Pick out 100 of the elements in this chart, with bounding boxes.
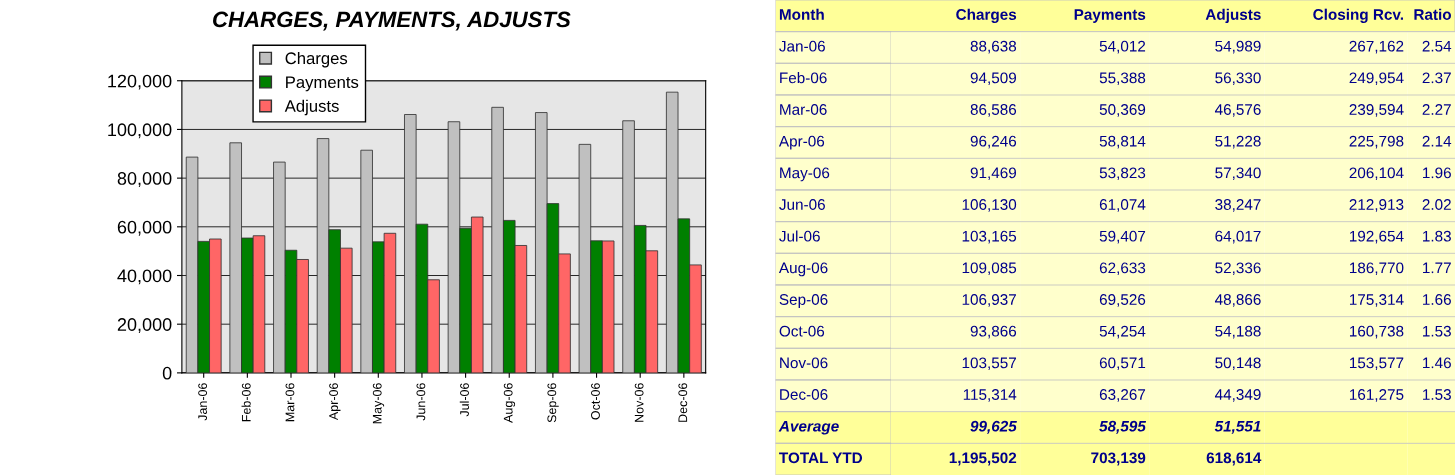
data-label: 96,246: [970, 135, 1017, 149]
data-label: 62,633: [1099, 262, 1146, 276]
category-label: Feb-06: [780, 72, 827, 84]
data-label: 54,012: [1099, 40, 1146, 54]
data-label: 57,340: [1215, 167, 1261, 181]
x-tick-label: Jan-06: [198, 383, 208, 421]
y-tick-label: 20,000: [117, 318, 172, 334]
data-label: 103,165: [962, 230, 1017, 244]
data-label: 94,509: [970, 72, 1017, 86]
data-label: 703,139: [1091, 452, 1146, 466]
y-tick-label: 60,000: [117, 220, 172, 236]
data-label: 61,074: [1099, 199, 1146, 212]
data-label: 64,017: [1215, 230, 1261, 244]
data-label: 1.53: [1423, 389, 1451, 400]
data-label: 91,469: [970, 167, 1017, 181]
category-label: Jul-06: [779, 230, 820, 242]
data-label: 186,770: [1349, 262, 1404, 276]
data-label: 88,638: [970, 40, 1017, 54]
data-label: 60,571: [1099, 357, 1146, 371]
category-label: Sep-06: [779, 294, 828, 308]
category-label: Oct-06: [779, 325, 825, 337]
data-label: 109,085: [962, 262, 1017, 276]
data-label: 46,576: [1214, 104, 1261, 117]
y-tick-label: 0: [162, 366, 172, 380]
data-label: 618,614: [1206, 452, 1262, 466]
x-tick-label: Aug-06: [503, 383, 516, 423]
data-label: 53,823: [1099, 167, 1146, 181]
data-label: 106,130: [962, 199, 1017, 212]
series-label: Adjusts: [1205, 8, 1261, 23]
y-tick-label: 100,000: [108, 123, 172, 139]
data-label: 55,388: [1099, 72, 1146, 86]
data-label: 153,577: [1349, 357, 1404, 371]
y-tick-label: 80,000: [117, 172, 172, 187]
x-tick-label: Dec-06: [678, 383, 688, 422]
data-label: 54,989: [1215, 40, 1261, 54]
data-label: 44,349: [1214, 389, 1261, 402]
data-label: 192,654: [1349, 230, 1404, 244]
legend-label: Payments: [286, 76, 359, 92]
series-label: Payments: [1074, 9, 1146, 23]
data-label: 38,247: [1215, 199, 1261, 212]
x-tick-label: Mar-06: [285, 383, 295, 422]
series-label: Ratio: [1414, 8, 1452, 20]
series-label: Charges: [956, 8, 1017, 23]
data-label: 2.54: [1422, 40, 1452, 52]
data-label: 48,866: [1214, 294, 1261, 307]
category-label: Jun-06: [779, 199, 825, 210]
data-label: 2.14: [1422, 135, 1452, 147]
data-label: 59,407: [1099, 230, 1146, 244]
data-label: 99,625: [970, 420, 1017, 434]
data-label: 1.46: [1423, 357, 1451, 369]
x-tick-label: Feb-06: [241, 383, 251, 422]
data-label: 267,162: [1349, 40, 1404, 54]
data-label: 2.02: [1422, 199, 1451, 210]
data-label: 160,738: [1349, 325, 1404, 339]
x-tick-label: Jul-06: [459, 383, 469, 417]
data-label: 206,104: [1349, 167, 1404, 181]
data-label: 51,551: [1214, 420, 1261, 434]
data-label: 86,586: [970, 104, 1017, 117]
data-label: 225,798: [1349, 135, 1404, 149]
data-label: 115,314: [963, 389, 1017, 402]
data-label: 2.27: [1422, 104, 1451, 115]
data-label: 1.77: [1423, 262, 1451, 274]
x-tick-label: Apr-06: [329, 383, 341, 421]
data-label: 51,228: [1215, 135, 1261, 149]
data-label: 161,275: [1349, 389, 1404, 402]
y-tick-label: 120,000: [108, 74, 172, 90]
category-label: Nov-06: [780, 357, 828, 369]
data-label: 249,954: [1349, 72, 1404, 86]
data-label: 1.53: [1423, 325, 1451, 337]
data-label: 54,188: [1215, 325, 1261, 339]
data-label: 50,369: [1099, 104, 1146, 117]
data-label: 52,336: [1215, 262, 1261, 276]
category-label: Average: [778, 420, 839, 435]
data-label: 50,148: [1215, 357, 1261, 371]
series-label: Closing Rcv.: [1313, 8, 1403, 23]
data-label: 239,594: [1349, 104, 1404, 117]
data-label: 1.83: [1423, 230, 1451, 242]
x-tick-label: Oct-06: [591, 383, 600, 420]
data-label: 58,814: [1099, 135, 1146, 149]
data-label: 106,937: [962, 294, 1016, 307]
x-tick-label: Nov-06: [634, 383, 644, 422]
x-tick-label: May-06: [372, 383, 385, 424]
data-label: 175,314: [1349, 294, 1404, 307]
category-label: Aug-06: [778, 262, 828, 277]
x-tick-label: Jun-06: [416, 383, 426, 421]
category-label: Apr-06: [778, 135, 825, 150]
legend-label: Charges: [285, 51, 348, 68]
category-label: TOTAL YTD: [779, 452, 863, 464]
data-label: 54,254: [1099, 325, 1146, 339]
y-tick-label: 40,000: [117, 269, 172, 285]
data-label: 1,195,502: [949, 452, 1017, 466]
data-label: 103,557: [962, 357, 1016, 371]
data-label: 63,267: [1099, 389, 1146, 402]
data-label: 56,330: [1215, 72, 1261, 86]
category-label: Jan-06: [779, 40, 825, 52]
data-label: 1.96: [1423, 167, 1451, 179]
x-tick-label: Sep-06: [547, 383, 559, 423]
data-label: 69,526: [1099, 294, 1146, 307]
chart-title: CHARGES, PAYMENTS, ADJUSTS: [213, 11, 571, 31]
data-label: 58,595: [1099, 420, 1147, 434]
